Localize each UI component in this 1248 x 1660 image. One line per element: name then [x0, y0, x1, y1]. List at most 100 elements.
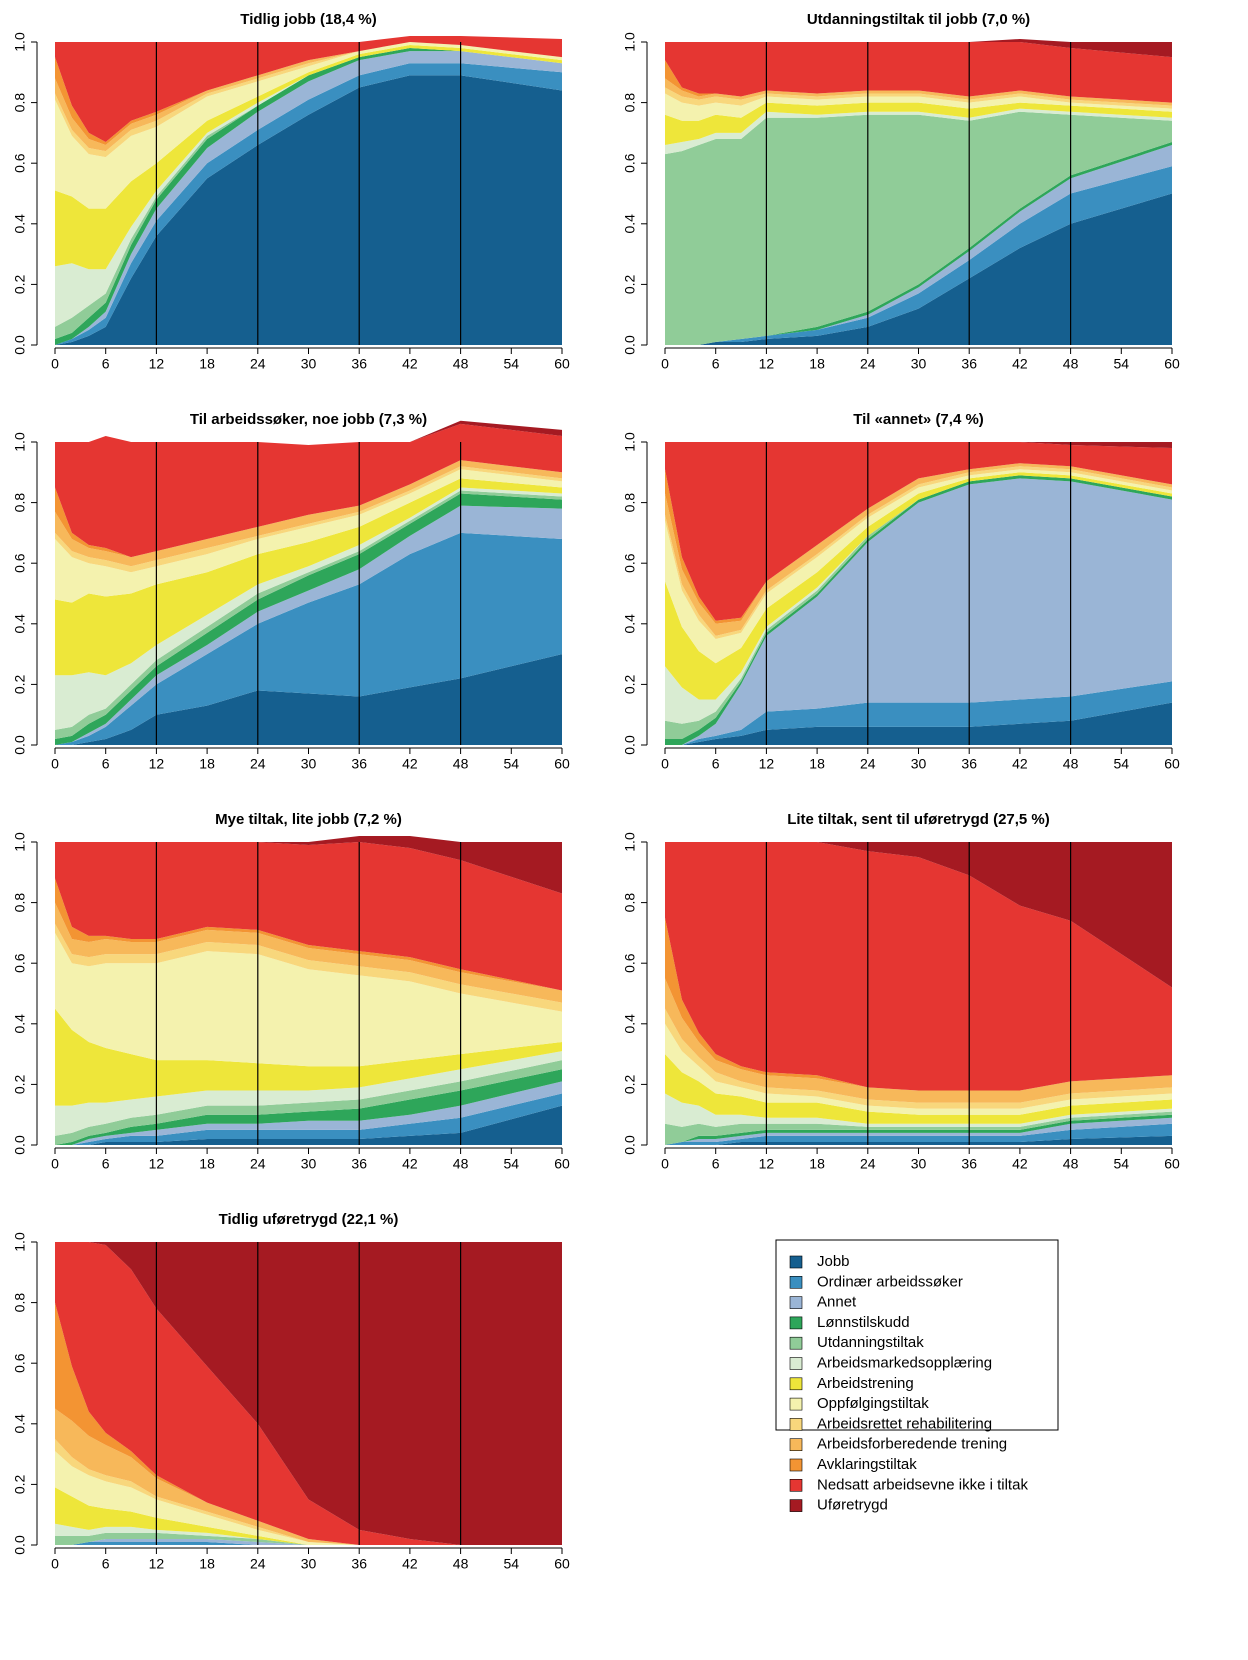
- x-tick-label: 6: [712, 756, 720, 772]
- y-tick-label: 0.8: [622, 93, 638, 113]
- legend-label: Jobb: [817, 1253, 850, 1270]
- x-tick-label: 36: [351, 1156, 367, 1172]
- x-tick-label: 60: [554, 356, 570, 372]
- x-tick-label: 36: [961, 1156, 977, 1172]
- x-tick-label: 36: [351, 756, 367, 772]
- y-tick-label: 1.0: [12, 32, 28, 52]
- area-band: [55, 1541, 562, 1545]
- y-tick-label: 0.4: [622, 1014, 638, 1034]
- area-band: [55, 42, 562, 209]
- area-band: [665, 193, 1172, 345]
- area-band: [665, 842, 1172, 988]
- legend-label: Ordinær arbeidssøker: [817, 1273, 963, 1290]
- area-band: [55, 842, 562, 991]
- x-tick-label: 30: [911, 356, 927, 372]
- x-tick-label: 48: [1063, 756, 1079, 772]
- x-tick-label: 24: [250, 356, 266, 372]
- panel: Tidlig jobb (18,4 %) 0.0 0.2 0.4 0.6 0.8 1.0 0 6…: [12, 11, 570, 372]
- x-tick-label: 48: [1063, 1156, 1079, 1172]
- legend-swatch: [789, 1438, 803, 1451]
- x-tick-label: 42: [402, 356, 418, 372]
- legend-swatch: [789, 1316, 803, 1330]
- x-tick-label: 18: [199, 1556, 215, 1572]
- y-tick-label: 0.6: [622, 153, 638, 173]
- y-tick-label: 0.2: [12, 1474, 28, 1494]
- area-band: [55, 75, 562, 345]
- x-tick-label: 60: [1164, 1156, 1180, 1172]
- x-tick-label: 6: [712, 356, 720, 372]
- panel: Utdanningstiltak til jobb (7,0 %) 0.0 0.2 0…: [622, 11, 1180, 372]
- panel: Lite tiltak, sent til uføretrygd (27,5 %…: [622, 811, 1180, 1172]
- area-band: [55, 932, 562, 1067]
- legend-label: Lønnstilskudd: [817, 1314, 910, 1331]
- y-tick-label: 0.2: [12, 674, 28, 694]
- area-band: [55, 654, 562, 745]
- area-band: [55, 487, 562, 730]
- area-band: [665, 166, 1172, 345]
- y-tick-label: 0.4: [12, 1014, 28, 1034]
- y-tick-label: 1.0: [12, 832, 28, 852]
- area-band: [665, 1123, 1172, 1145]
- legend-label: Oppfølgingstiltak: [817, 1395, 929, 1412]
- x-tick-label: 12: [759, 756, 775, 772]
- legend-swatch: [789, 1499, 803, 1512]
- panel: Mye tiltak, lite jobb (7,2 %) 0.0 0.2 0.4 0.…: [12, 811, 570, 1172]
- y-tick-label: 0.8: [12, 893, 28, 913]
- x-tick-label: 48: [453, 356, 469, 372]
- area-band: [55, 505, 562, 745]
- area-band: [55, 423, 562, 558]
- x-tick-label: 42: [1012, 356, 1028, 372]
- area-band: [665, 102, 1172, 146]
- area-band: [55, 478, 562, 676]
- x-tick-label: 42: [1012, 1156, 1028, 1172]
- area-band: [55, 1060, 562, 1145]
- x-tick-label: 42: [402, 756, 418, 772]
- area-band: [55, 42, 562, 158]
- x-tick-label: 54: [1114, 1156, 1130, 1172]
- area-band: [55, 1081, 562, 1145]
- legend-swatch: [789, 1377, 803, 1391]
- x-tick-label: 54: [504, 356, 520, 372]
- x-tick-label: 36: [961, 756, 977, 772]
- area-band: [665, 1093, 1172, 1127]
- x-tick-label: 36: [351, 356, 367, 372]
- area-band: [55, 1451, 562, 1545]
- area-band: [55, 1242, 562, 1545]
- x-tick-label: 48: [453, 1156, 469, 1172]
- x-tick-label: 48: [453, 756, 469, 772]
- x-tick-label: 30: [301, 1556, 317, 1572]
- x-tick-label: 0: [51, 756, 59, 772]
- y-tick-label: 0.0: [12, 735, 28, 755]
- area-band: [55, 490, 562, 739]
- x-tick-label: 18: [199, 356, 215, 372]
- area-band: [55, 493, 562, 745]
- legend-swatch: [789, 1255, 803, 1269]
- area-band: [55, 460, 562, 567]
- legend-swatch: [789, 1397, 803, 1411]
- panel: Til arbeidssøker, noe jobb (7,3 %) 0.0 0.2…: [12, 411, 570, 772]
- x-tick-label: 0: [51, 356, 59, 372]
- y-tick-label: 0.6: [12, 953, 28, 973]
- legend-label: Arbeidsmarkedsopplæring: [817, 1354, 992, 1371]
- area-band: [55, 1093, 562, 1145]
- x-tick-label: 54: [504, 1156, 520, 1172]
- legend-swatch: [789, 1458, 803, 1472]
- panel-title: Utdanningstiltak til jobb (7,0 %): [807, 11, 1030, 28]
- x-tick-label: 42: [1012, 756, 1028, 772]
- y-tick-label: 0.0: [622, 735, 638, 755]
- panel-title: Tidlig uføretrygd (22,1 %): [219, 1211, 399, 1228]
- x-tick-label: 24: [860, 356, 876, 372]
- x-tick-label: 42: [402, 1156, 418, 1172]
- x-tick-label: 60: [554, 756, 570, 772]
- y-tick-label: 0.6: [12, 553, 28, 573]
- y-tick-label: 1.0: [622, 832, 638, 852]
- x-tick-label: 30: [301, 356, 317, 372]
- x-tick-label: 6: [102, 1556, 110, 1572]
- y-tick-label: 0.2: [12, 1074, 28, 1094]
- area-band: [665, 702, 1172, 745]
- area-band: [665, 38, 1172, 58]
- x-tick-label: 12: [759, 356, 775, 372]
- area-band: [665, 111, 1172, 345]
- y-tick-label: 0.8: [12, 493, 28, 513]
- y-tick-label: 0.4: [622, 614, 638, 634]
